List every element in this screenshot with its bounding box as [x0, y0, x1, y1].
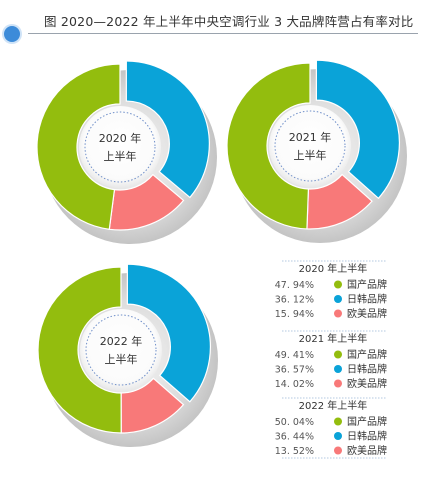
donut-hole [79, 106, 161, 188]
legend-group: 2020 年上半年 47. 94% 国产品牌 36. 12% 日韩品牌 15. 94% 欧美… [275, 260, 387, 459]
donut-center-label: 2021 年 [289, 130, 332, 144]
donut-center-label: 上半年 [104, 149, 137, 163]
legend-name: 日韩品牌 [347, 293, 387, 306]
donut-hole [80, 309, 162, 391]
legend-value: 47. 94% [275, 280, 314, 291]
donut-slice-国产品牌 [226, 62, 311, 230]
donut-slice-国产品牌 [37, 266, 122, 434]
donut-slice-日韩品牌 [126, 263, 211, 403]
legend-name: 欧美品牌 [347, 444, 387, 457]
legend-color-dot [334, 379, 342, 388]
legend-name: 国产品牌 [347, 415, 387, 428]
donut-slice-日韩品牌 [125, 60, 210, 199]
legend-color-dot [334, 417, 342, 426]
legend-name: 国产品牌 [347, 348, 387, 361]
legend-value: 15. 94% [275, 309, 314, 320]
donut-center-label: 2020 年 [99, 131, 142, 145]
donut-slice-日韩品牌 [315, 59, 400, 200]
legend-color-dot [334, 280, 342, 289]
legend-value: 36. 44% [275, 432, 314, 443]
chart-title: 图 2020—2022 年上半年中央空调行业 3 大品牌阵营占有率对比 [44, 14, 414, 29]
legend-value: 36. 57% [275, 365, 314, 376]
legend-block-3: 2022 年上半年 50. 04% 国产品牌 36. 44% 日韩品牌 13. 52% 欧美… [275, 397, 387, 457]
legend-title: 2022 年上半年 [299, 399, 368, 412]
legend-color-dot [334, 365, 342, 373]
legend-block-1: 2020 年上半年 47. 94% 国产品牌 36. 12% 日韩品牌 15. 94% 欧美… [275, 260, 387, 320]
donut-chart-2: 2021 年上半年 [226, 59, 407, 243]
legend-title: 2020 年上半年 [299, 262, 368, 275]
legend-color-dot [334, 309, 342, 318]
header-dot-icon [4, 26, 20, 42]
donut-chart-3: 2022 年上半年 [37, 263, 218, 447]
legend-name: 国产品牌 [347, 278, 387, 291]
legend-color-dot [334, 446, 342, 455]
legend-value: 50. 04% [275, 417, 314, 428]
legend-color-dot [334, 350, 342, 359]
legend-value: 13. 52% [275, 446, 314, 457]
legend-name: 日韩品牌 [347, 363, 387, 376]
chart-header: 图 2020—2022 年上半年中央空调行业 3 大品牌阵营占有率对比 [0, 0, 444, 44]
legend-color-dot [334, 432, 342, 440]
legend-title: 2021 年上半年 [299, 332, 368, 345]
donut-chart-1: 2020 年上半年 [36, 60, 217, 244]
donut-center-label: 上半年 [294, 148, 327, 162]
legend-name: 日韩品牌 [347, 430, 387, 443]
legend-name: 欧美品牌 [347, 377, 387, 390]
legend-value: 49. 41% [275, 350, 314, 361]
legend-value: 36. 12% [275, 295, 314, 306]
donut-hole-dotted-ring [84, 111, 156, 183]
legend-value: 14. 02% [275, 379, 314, 390]
legend-color-dot [334, 295, 342, 303]
donut-slice-国产品牌 [36, 63, 121, 230]
legend-name: 欧美品牌 [347, 307, 387, 320]
header-divider [28, 33, 418, 34]
donut-center-label: 2022 年 [100, 334, 143, 348]
legend-block-2: 2021 年上半年 49. 41% 国产品牌 36. 57% 日韩品牌 14. 02% 欧美… [275, 330, 387, 390]
donut-hole [269, 105, 351, 187]
donut-center-label: 上半年 [105, 352, 138, 366]
donut-hole-dotted-ring [274, 110, 346, 182]
donut-hole-dotted-ring [85, 314, 157, 386]
